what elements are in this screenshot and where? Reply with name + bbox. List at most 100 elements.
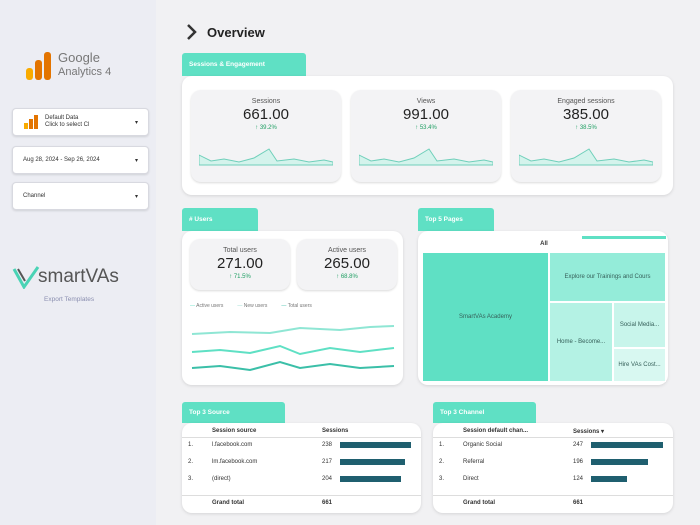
page-title: Overview xyxy=(207,25,265,40)
row-name: (direct) xyxy=(212,476,231,482)
bar xyxy=(591,442,663,448)
row-rank: 1. xyxy=(188,442,194,448)
row-value: 204 xyxy=(322,476,333,482)
total-value: 661 xyxy=(573,500,584,506)
kpi-change: ↑ 71.5% xyxy=(229,274,251,280)
section-tab: Top 3 Channel xyxy=(433,402,536,423)
kpi-card: Engaged sessions 385.00 ↑ 38.5% xyxy=(511,90,661,182)
legend-item: — New users xyxy=(237,303,268,309)
kpi-label: Views xyxy=(416,98,436,105)
caret: ▾ xyxy=(134,193,138,200)
ga-icon xyxy=(26,52,51,80)
column-header[interactable]: Sessions ▾ xyxy=(573,429,605,435)
divider xyxy=(433,495,673,496)
logo-product: Analytics 4 xyxy=(58,66,112,78)
treemap-root: All xyxy=(540,241,548,247)
logo-brand: Google xyxy=(58,50,100,65)
row-value: 238 xyxy=(322,442,333,448)
legend-label: New users xyxy=(243,303,268,309)
kpi-card: Total users 271.00 ↑ 71.5% xyxy=(190,239,290,290)
footer-logo: smartVAs xyxy=(38,266,119,287)
bar xyxy=(340,442,411,448)
sparkline xyxy=(358,148,494,166)
row-rank: 2. xyxy=(188,459,194,465)
smartvas-icon xyxy=(12,266,40,289)
treemap-cell: Explore our Trainings and Cours xyxy=(549,252,666,302)
ga-mini-icon xyxy=(24,115,38,129)
total-value: 661 xyxy=(322,500,333,506)
kpi-card: Views 991.00 ↑ 53.4% xyxy=(351,90,501,182)
legend-label: Active users xyxy=(196,303,224,309)
legend-item: — Total users xyxy=(281,303,312,309)
kpi-value: 271.00 xyxy=(217,255,263,272)
caret: ▾ xyxy=(134,119,138,126)
sparkline xyxy=(518,148,654,166)
row-rank: 2. xyxy=(439,459,445,465)
legend-item: — Active users xyxy=(190,303,224,309)
treemap-cell: Home - Become... xyxy=(549,302,613,382)
legend-label: Total users xyxy=(287,303,312,309)
row-value: 196 xyxy=(573,459,584,465)
dropdown-label: Channel xyxy=(23,193,46,199)
column-header[interactable]: Session source xyxy=(212,428,257,434)
section-tab: # Users xyxy=(182,208,258,231)
treemap-scroll xyxy=(582,236,666,239)
section-tab: Top 3 Source xyxy=(182,402,285,423)
bar xyxy=(591,459,649,465)
treemap-cell: Hire VAs Cost... xyxy=(613,348,666,382)
row-value: 247 xyxy=(573,442,584,448)
row-value: 217 xyxy=(322,459,333,465)
row-name: Organic Social xyxy=(463,442,503,448)
kpi-change: ↑ 38.5% xyxy=(575,125,597,131)
kpi-label: Active users xyxy=(327,247,367,254)
row-rank: 1. xyxy=(439,442,445,448)
users-line-chart xyxy=(191,325,395,372)
table-card: Session default chan... Sessions ▾ 1. Organ… xyxy=(433,423,673,513)
kpi-change: ↑ 53.4% xyxy=(415,125,437,131)
kpi-value: 385.00 xyxy=(563,106,609,123)
row-name: Direct xyxy=(463,476,479,482)
kpi-label: Sessions xyxy=(251,98,281,105)
sidebar: Google Analytics 4 Default Data Click to… xyxy=(0,0,156,525)
row-rank: 3. xyxy=(439,476,445,482)
kpi-value: 661.00 xyxy=(243,106,289,123)
kpi-card: Sessions 661.00 ↑ 39.2% xyxy=(191,90,341,182)
treemap-cell: Social Media... xyxy=(613,302,666,348)
kpi-label: Total users xyxy=(223,247,257,254)
divider xyxy=(182,437,421,438)
kpi-value: 265.00 xyxy=(324,255,370,272)
date-range-dropdown[interactable]: Aug 28, 2024 - Sep 26, 2024 ▾ xyxy=(12,146,149,174)
bar xyxy=(591,476,628,482)
column-header[interactable]: Session default chan... xyxy=(463,428,529,434)
kpi-label: Engaged sessions xyxy=(557,98,615,105)
footer-subtitle: Export Templates xyxy=(44,296,95,303)
caret: ▾ xyxy=(134,157,138,164)
section-tab: Sessions & Engagement xyxy=(182,53,306,76)
sparkline xyxy=(198,148,334,166)
dropdown-label: Default Data xyxy=(45,115,79,121)
section-tab: Top 5 Pages xyxy=(418,208,494,231)
data-source-dropdown[interactable]: Default Data Click to select Cl ▾ xyxy=(12,108,149,136)
treemap-cell: SmartVAs Academy xyxy=(422,252,549,382)
legend: — Active users — New users — Total users xyxy=(190,303,400,309)
row-value: 124 xyxy=(573,476,584,482)
total-label: Grand total xyxy=(212,500,245,506)
bar xyxy=(340,476,401,482)
row-rank: 3. xyxy=(188,476,194,482)
bar xyxy=(340,459,405,465)
row-name: lm.facebook.com xyxy=(212,459,258,465)
dropdown-label: Aug 28, 2024 - Sep 26, 2024 xyxy=(23,157,100,163)
channel-dropdown[interactable]: Channel ▾ xyxy=(12,182,149,210)
table-card: Session source Sessions 1. l.facebook.com 23… xyxy=(182,423,421,513)
column-header[interactable]: Sessions xyxy=(322,428,349,434)
kpi-change: ↑ 68.8% xyxy=(336,274,358,280)
kpi-change: ↑ 39.2% xyxy=(255,125,277,131)
divider xyxy=(182,495,421,496)
chevron xyxy=(187,24,197,40)
row-name: Referral xyxy=(463,459,485,465)
kpi-card: Active users 265.00 ↑ 68.8% xyxy=(297,239,397,290)
dropdown-sublabel: Click to select Cl xyxy=(45,122,90,128)
divider xyxy=(433,437,673,438)
total-label: Grand total xyxy=(463,500,496,506)
